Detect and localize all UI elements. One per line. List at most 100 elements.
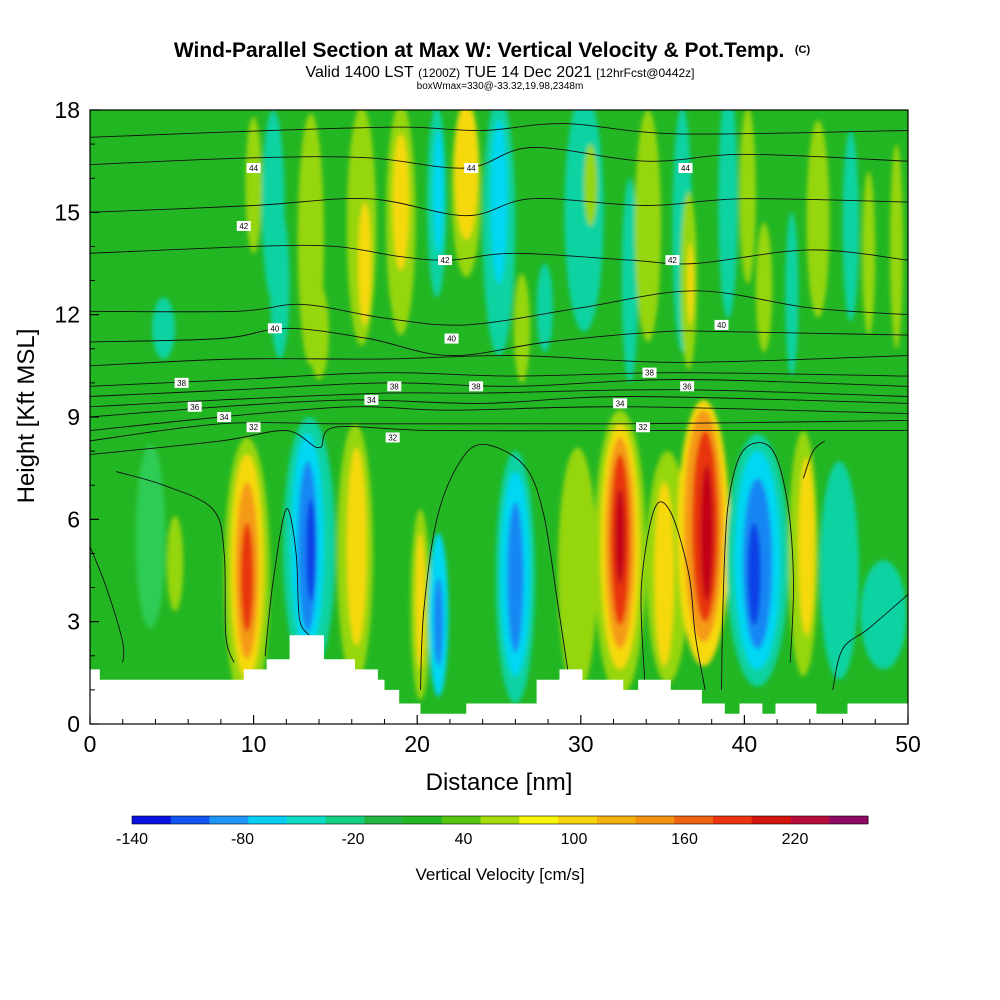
contour-label-text: 40 <box>270 324 279 333</box>
colorbar-segment <box>635 816 675 824</box>
contour-label-34: 34 <box>217 412 232 422</box>
theta-contour-42 <box>90 244 908 265</box>
zero-contour-2 <box>264 508 310 656</box>
x-tick-label: 0 <box>84 731 97 757</box>
x-tick-label: 20 <box>404 731 430 757</box>
contour-label-text: 44 <box>249 164 258 173</box>
theta-contour-34 <box>90 406 908 432</box>
contour-label-40: 40 <box>267 323 282 334</box>
velocity-cell-11 <box>415 532 426 670</box>
contour-label-text: 34 <box>220 413 229 422</box>
contour-label-32: 32 <box>385 432 400 443</box>
contour-label-text: 38 <box>645 369 654 378</box>
contour-label-44: 44 <box>246 162 261 173</box>
colorbar-segment <box>132 816 172 824</box>
velocity-cell-36 <box>166 515 184 612</box>
velocity-cell-68 <box>842 130 859 322</box>
chart-subtitle: Valid 1400 LST (1200Z) TUE 14 Dec 2021 [… <box>305 64 694 81</box>
colorbar-segment <box>558 816 598 824</box>
box-info: boxWmax=330@-33.32,19.98,2348m <box>417 81 584 92</box>
velocity-cell-40 <box>269 208 290 360</box>
theta-contour-37 <box>90 379 908 397</box>
zero-contour-1 <box>116 471 235 663</box>
theta-contour-41 <box>90 290 908 326</box>
y-tick-label: 0 <box>67 711 80 737</box>
colorbar-tick-label: -20 <box>341 831 364 848</box>
velocity-cell-49 <box>433 130 444 254</box>
colorbar-label: Vertical Velocity [cm/s] <box>415 865 584 884</box>
velocity-cell-70 <box>890 144 904 349</box>
contour-label-text: 32 <box>249 423 258 432</box>
theta-contour-33 <box>90 419 908 442</box>
contour-label-40: 40 <box>444 333 459 344</box>
colorbar-ticks: -140 -80 -20 40 100 160 220 <box>116 831 808 848</box>
colorbar-segment <box>596 816 637 824</box>
velocity-cell-3 <box>240 522 254 632</box>
velocity-cell-53 <box>490 120 508 284</box>
velocity-cell-7 <box>305 498 316 602</box>
y-tick-label: 18 <box>54 97 80 123</box>
colorbar-tick-label: -140 <box>116 831 148 848</box>
y-tick-label: 15 <box>54 199 80 225</box>
velocity-cell-41 <box>245 116 262 254</box>
velocity-cell-54 <box>513 273 531 383</box>
contour-label-32: 32 <box>635 422 650 433</box>
velocity-cell-45 <box>358 202 372 325</box>
contour-label-42: 42 <box>438 255 453 265</box>
contour-label-text: 34 <box>367 396 376 405</box>
x-tick-label: 50 <box>895 731 921 757</box>
colorbar-tick-label: 160 <box>671 831 698 848</box>
contour-label-text: 34 <box>616 399 625 408</box>
theta-contour-44 <box>90 147 908 169</box>
contour-label-34: 34 <box>364 394 379 405</box>
contour-label-text: 38 <box>472 382 481 391</box>
theta-contour-45 <box>90 123 908 138</box>
velocity-cell-71 <box>152 297 176 360</box>
velocity-cell-32 <box>747 522 761 626</box>
contour-label-text: 32 <box>388 433 397 442</box>
contour-label-38: 38 <box>642 367 657 378</box>
velocity-cell-63 <box>718 110 738 319</box>
x-axis-ticks: 0 10 20 30 40 50 <box>84 715 921 757</box>
contour-label-text: 44 <box>467 164 476 173</box>
theta-contour-43 <box>90 197 908 217</box>
contour-label-text: 40 <box>717 321 726 330</box>
contour-label-text: 36 <box>683 382 692 391</box>
y-tick-label: 12 <box>54 302 80 328</box>
velocity-field <box>135 110 907 711</box>
colorbar-segment <box>790 816 830 824</box>
y-tick-label: 3 <box>67 609 80 635</box>
x-tick-label: 40 <box>732 731 758 757</box>
zero-contour-3 <box>420 443 569 690</box>
y-tick-label: 9 <box>67 404 80 430</box>
colorbar-tick-label: 100 <box>561 831 588 848</box>
velocity-cell-56 <box>564 110 604 332</box>
contour-label-text: 42 <box>441 256 450 265</box>
colorbar-segment <box>209 816 249 824</box>
y-axis-label: Height [Kft MSL] <box>13 329 40 504</box>
contour-label-38: 38 <box>174 377 189 388</box>
velocity-cell-17 <box>557 447 598 694</box>
contour-label-44: 44 <box>464 162 479 173</box>
velocity-cell-66 <box>785 212 799 377</box>
zero-contour-0 <box>90 546 125 663</box>
contour-label-text: 42 <box>239 222 248 231</box>
colorbar-tick-label: 40 <box>455 831 473 848</box>
velocity-cell-69 <box>862 171 876 336</box>
colorbar <box>131 815 869 825</box>
contour-label-text: 36 <box>190 403 199 412</box>
contour-label-text: 42 <box>668 256 677 265</box>
contour-label-text: 38 <box>177 379 186 388</box>
chart-title: Wind-Parallel Section at Max W: Vertical… <box>174 39 811 62</box>
colorbar-segment <box>364 816 404 824</box>
contour-label-42: 42 <box>236 220 251 231</box>
theta-contour-39 <box>90 355 908 367</box>
colorbar-segment <box>441 816 482 824</box>
x-tick-label: 10 <box>241 731 267 757</box>
velocity-cell-58 <box>621 178 639 383</box>
colorbar-segment <box>674 816 714 824</box>
velocity-cell-64 <box>739 110 756 284</box>
x-tick-label: 30 <box>568 731 594 757</box>
velocity-cell-24 <box>654 481 675 667</box>
